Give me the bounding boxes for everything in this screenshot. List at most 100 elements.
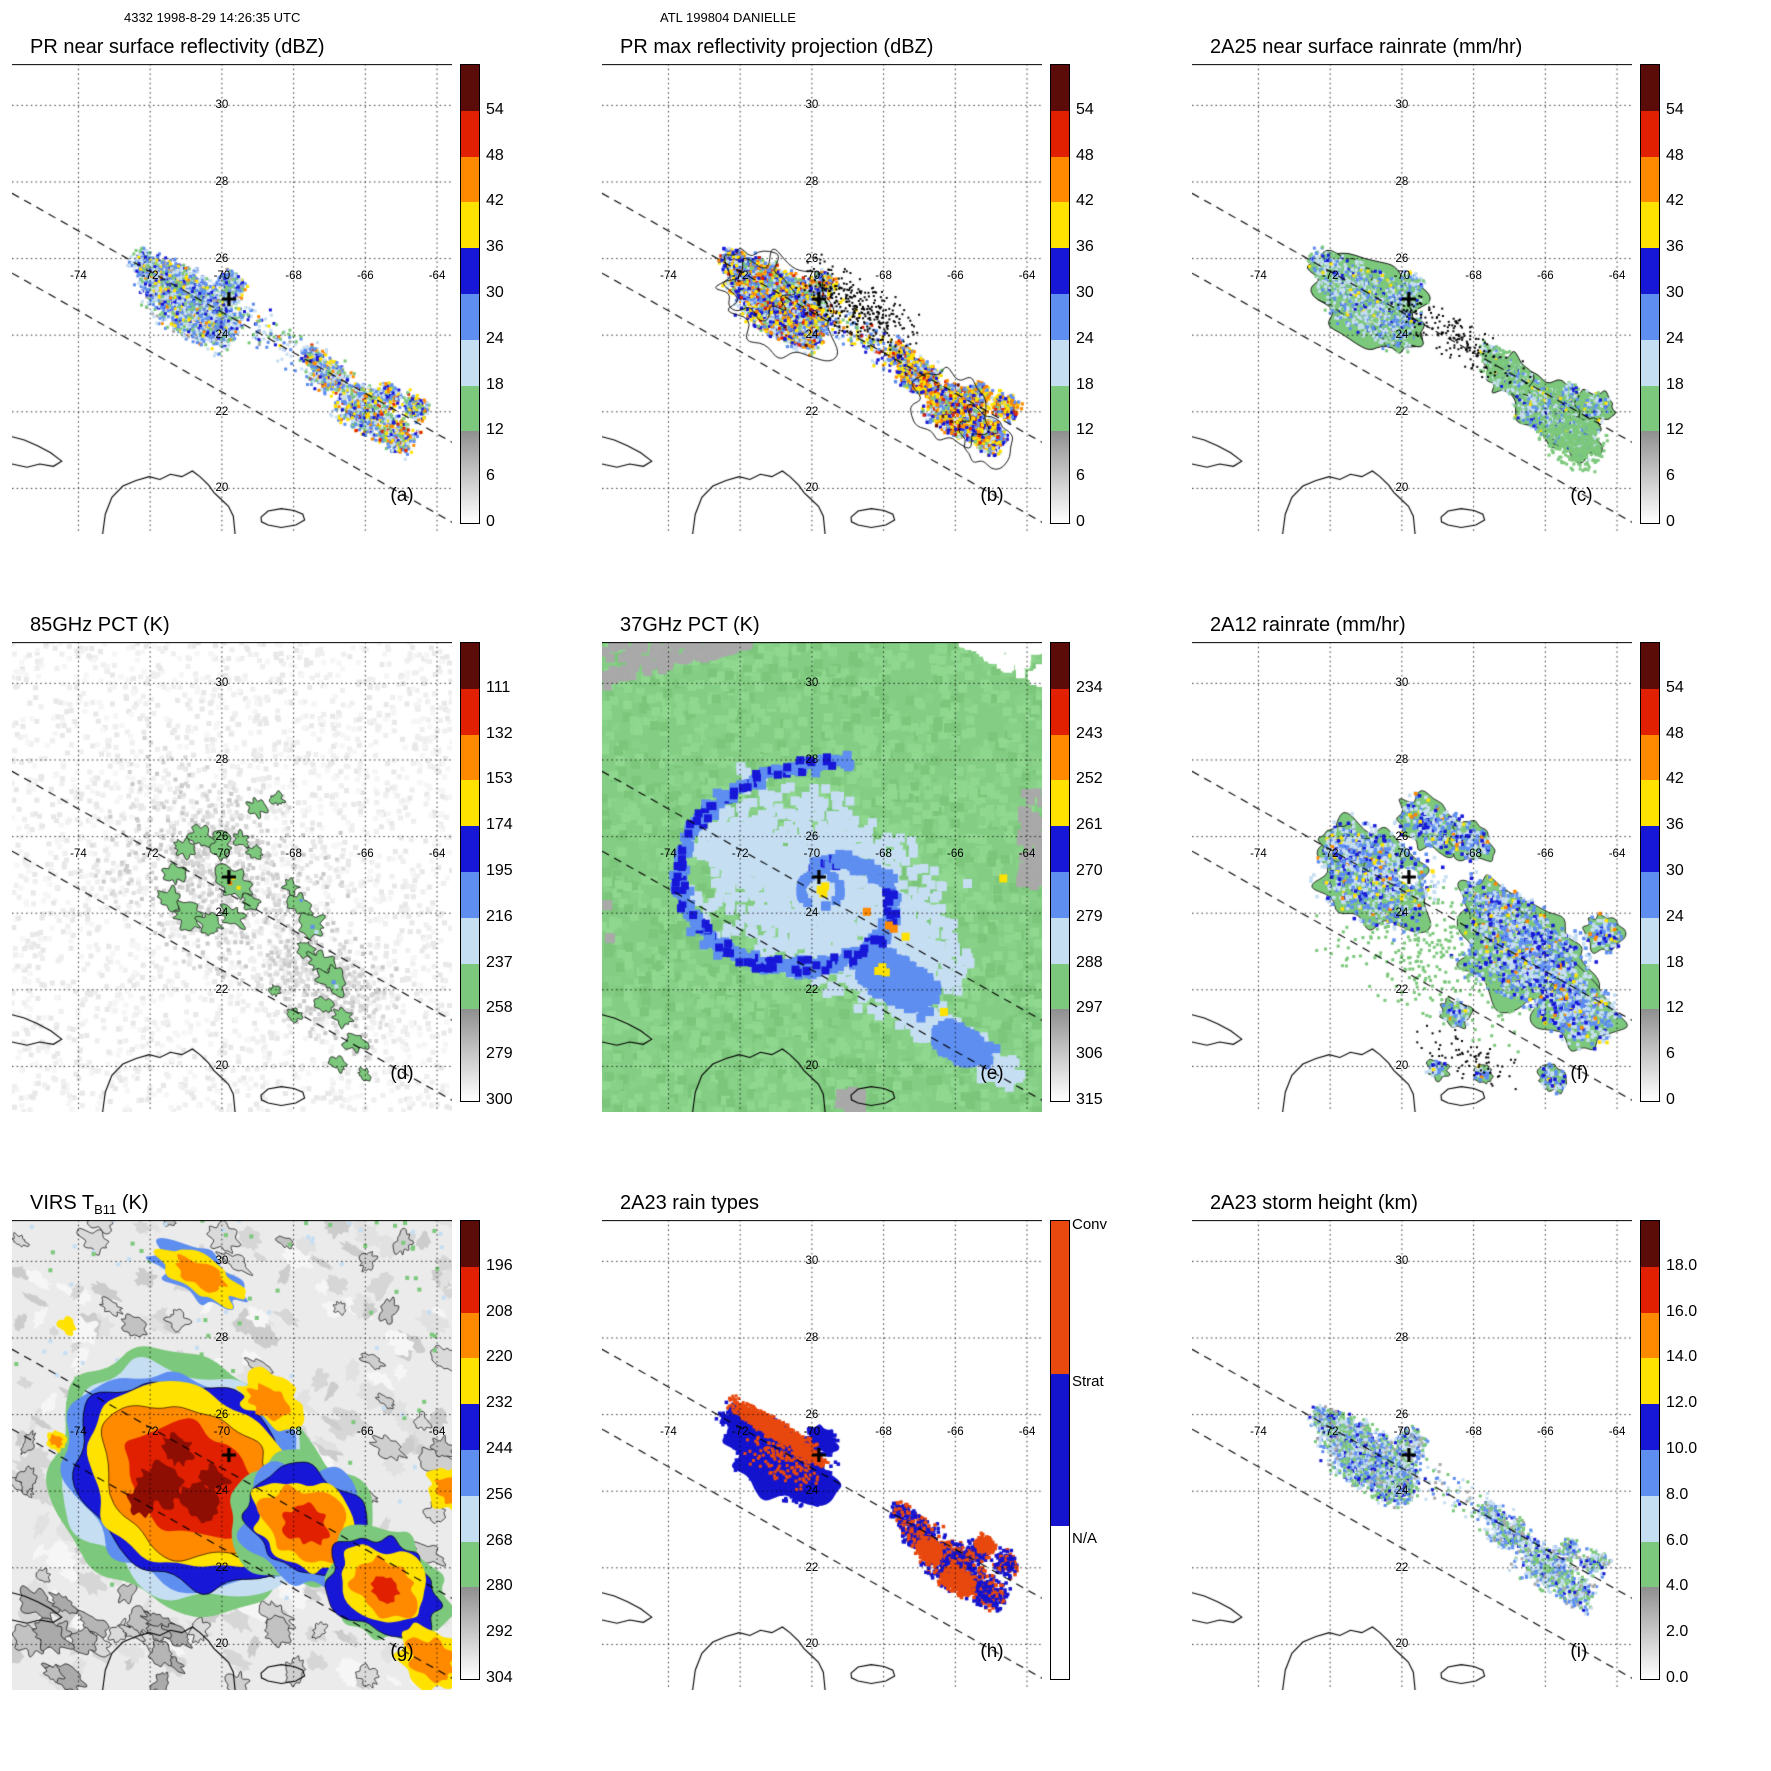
colorbar-tick: 220: [486, 1348, 513, 1366]
colorbar-segment: [461, 780, 479, 827]
colorbar-tick: 18: [1666, 953, 1684, 971]
panel-title-text: PR near surface reflectivity (dBZ): [30, 36, 325, 58]
colorbar-tick: 208: [486, 1302, 513, 1320]
colorbar-bar: [1050, 642, 1070, 1102]
colorbar-segment: [1051, 431, 1069, 478]
colorbar-g: 196 208 220 232 244 256 268 280 292 304: [460, 1220, 564, 1690]
colorbar-b: 54 48 42 36 30 24 18 12 6 0: [1050, 64, 1154, 534]
panel-e: 37GHz PCT (K) -74 -72 -70 -68 -66 -64 30 28 26 24…: [590, 612, 1180, 1190]
colorbar-tick: 111: [486, 678, 511, 696]
colorbar-tick: 216: [486, 907, 513, 925]
colorbar-tick: 18: [1666, 375, 1684, 393]
colorbar-bar: [460, 64, 480, 524]
colorbar-segment: [1641, 1404, 1659, 1450]
colorbar-tick: 54: [486, 100, 504, 118]
colorbar-segment: [1051, 643, 1069, 689]
colorbar-tick: 0.0: [1666, 1669, 1689, 1686]
colorbar-segment: [1641, 1221, 1659, 1267]
colorbar-segment: [461, 65, 479, 111]
colorbar-tick: 288: [1076, 953, 1103, 971]
colorbar-tick: 30: [1666, 862, 1684, 879]
panel-d: 85GHz PCT (K) -74 -72 -70 -68 -66 -64 30 28 26 24…: [0, 612, 590, 1190]
colorbar-i: 18.0 16.0 14.0 12.0 10.0 8.0 6.0 4.0 2.0 0.0: [1640, 1220, 1744, 1690]
header-timestamp: 4332 1998-8-29 14:26:35 UTC: [124, 10, 301, 25]
colorbar-tick: 2.0: [1666, 1623, 1689, 1641]
colorbar-tick: 270: [1076, 862, 1103, 879]
panel-b-title: PR max reflectivity projection (dBZ): [590, 34, 1180, 64]
colorbar-segment: [461, 826, 479, 872]
colorbar-tick: 174: [486, 816, 513, 834]
map-canvas-g: [12, 1220, 452, 1690]
panel-h-title: 2A23 rain types: [590, 1190, 1180, 1220]
colorbar-segment: [1641, 431, 1659, 478]
panel-h: 2A23 rain types -74 -72 -70 -68 -66 -64 30 28 26…: [590, 1190, 1180, 1768]
colorbar-segment: [1641, 826, 1659, 872]
colorbar-segment: [1051, 385, 1069, 432]
colorbar-tick: 256: [486, 1485, 513, 1503]
colorbar-segment: [1051, 917, 1069, 964]
colorbar-tick: 258: [486, 999, 513, 1017]
map-canvas-c: [1192, 64, 1632, 534]
colorbar-segment: [1051, 871, 1069, 918]
colorbar-h: Conv Strat N/A: [1050, 1216, 1154, 1690]
colorbar-bar: [1640, 642, 1660, 1102]
colorbar-segment: [1641, 780, 1659, 827]
colorbar-tick: 6: [486, 467, 495, 485]
colorbar-segment: [461, 734, 479, 781]
colorbar-segment: [461, 248, 479, 294]
colorbar-tick: 292: [486, 1623, 513, 1641]
colorbar-segment: [1051, 293, 1069, 340]
colorbar-tick: 48: [486, 146, 504, 164]
panel-title-text: PR max reflectivity projection (dBZ): [620, 36, 934, 58]
colorbar-tick: 54: [1666, 678, 1684, 696]
colorbar-tick: 30: [1076, 284, 1094, 301]
colorbar-tick: 252: [1076, 770, 1103, 788]
panel-g: VIRS TB11 (K) -74 -72 -70 -68 -66 -64 30 28 26 24…: [0, 1190, 590, 1768]
colorbar-segment: [1051, 248, 1069, 294]
panel-title-text: 85GHz PCT (K): [30, 614, 170, 636]
colorbar-tick: 6: [1666, 467, 1675, 485]
colorbar-segment: [1641, 293, 1659, 340]
colorbar-bar: [1640, 64, 1660, 524]
colorbar-segment: [1641, 156, 1659, 203]
colorbar-label: Conv: [1072, 1216, 1108, 1234]
colorbar-segment: [1051, 339, 1069, 386]
colorbar-tick: 10.0: [1666, 1440, 1698, 1457]
colorbar-tick: 42: [1076, 192, 1094, 210]
colorbar-segment: [461, 1312, 479, 1359]
map-canvas-f: [1192, 642, 1632, 1112]
colorbar-segment: [1051, 780, 1069, 827]
colorbar-tick: 12: [1666, 999, 1684, 1017]
colorbar-tick: 30: [1666, 284, 1684, 301]
colorbar-segment: [1641, 202, 1659, 249]
panel-title-text: 37GHz PCT (K): [620, 614, 760, 636]
colorbar-tick: 36: [1666, 238, 1684, 256]
colorbar-segment: [1641, 1449, 1659, 1496]
map-canvas-b: [602, 64, 1042, 534]
panel-f: 2A12 rainrate (mm/hr) -74 -72 -70 -68 -66 -64…: [1180, 612, 1770, 1190]
panel-title-text: 2A25 near surface rainrate (mm/hr): [1210, 36, 1523, 58]
colorbar-c: 54 48 42 36 30 24 18 12 6 0: [1640, 64, 1744, 534]
panel-e-title: 37GHz PCT (K): [590, 612, 1180, 642]
colorbar-segment: [461, 1009, 479, 1056]
colorbar-tick: 195: [486, 862, 513, 879]
panel-b: PR max reflectivity projection (dBZ) -74…: [590, 34, 1180, 612]
colorbar-tick: 30: [486, 284, 504, 301]
colorbar-segment: [1051, 1009, 1069, 1056]
panel-a-title: PR near surface reflectivity (dBZ): [0, 34, 590, 64]
colorbar-tick: 6: [1076, 467, 1085, 485]
colorbar-segment: [1641, 339, 1659, 386]
colorbar-segment: [1641, 1009, 1659, 1056]
panel-a: PR near surface reflectivity (dBZ) -74 -7…: [0, 34, 590, 612]
colorbar-segment: [461, 1266, 479, 1313]
colorbar-segment: [1051, 156, 1069, 203]
panel-title-text: VIRS T: [30, 1192, 95, 1214]
colorbar-segment: [1641, 477, 1659, 523]
colorbar-segment: [461, 871, 479, 918]
colorbar-segment: [1051, 1373, 1069, 1527]
colorbar-segment: [1051, 65, 1069, 111]
colorbar-segment: [1051, 1526, 1069, 1679]
colorbar-tick: 315: [1076, 1091, 1103, 1108]
colorbar-segment: [461, 1404, 479, 1450]
colorbar-segment: [461, 963, 479, 1010]
